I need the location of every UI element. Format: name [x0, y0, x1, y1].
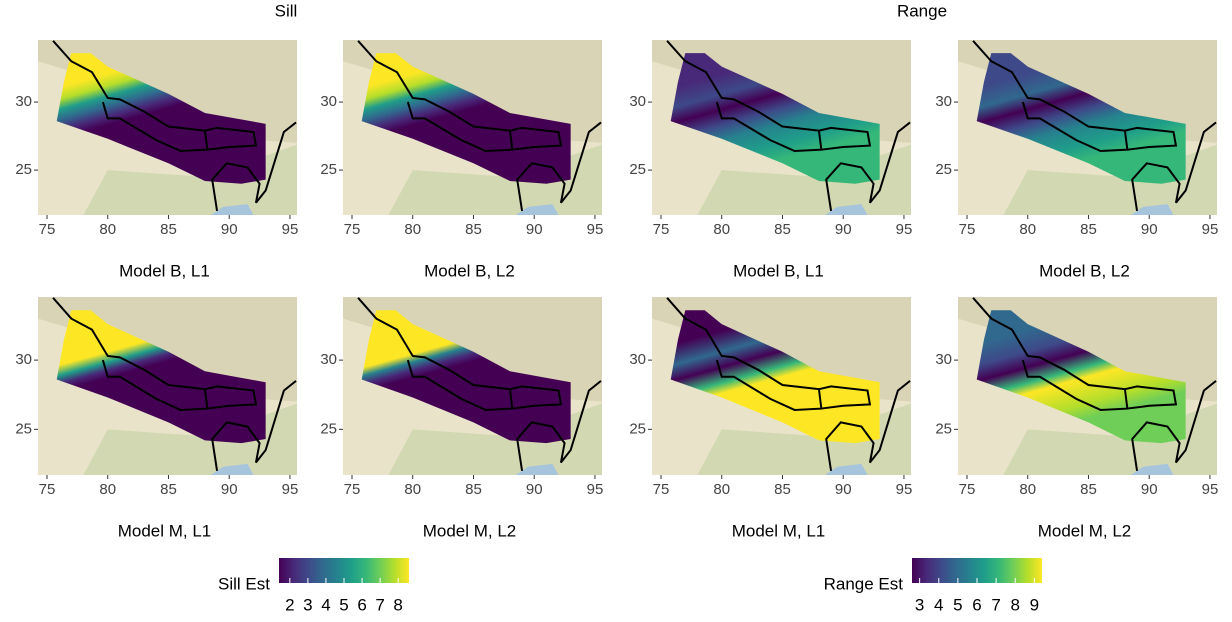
x-tick-label: 85 [1080, 481, 1097, 498]
y-tick-label: 30 [15, 93, 32, 110]
x-tick-label: 80 [713, 481, 730, 498]
y-tick-label: 25 [15, 420, 32, 437]
y-tick-label: 30 [320, 93, 337, 110]
x-tick-label: 80 [713, 221, 730, 238]
x-tick-label: 90 [835, 481, 852, 498]
x-tick-label: 95 [896, 221, 913, 238]
header: Sill [275, 1, 298, 20]
x-tick-label: 95 [1202, 481, 1219, 498]
x-tick-label: 95 [587, 481, 604, 498]
colorbar-tick-label: 8 [393, 595, 402, 614]
x-tick-label: 95 [587, 221, 604, 238]
x-tick-label: 85 [160, 481, 177, 498]
x-tick-label: 85 [774, 481, 791, 498]
x-tick-label: 75 [653, 481, 670, 498]
y-tick-label: 25 [935, 161, 952, 178]
y-tick-label: 30 [629, 93, 646, 110]
x-tick-label: 95 [1202, 221, 1219, 238]
x-tick-label: 90 [1141, 221, 1158, 238]
panel-title: Model M, L1 [732, 521, 826, 540]
colorbar-tick-label: 5 [953, 595, 962, 614]
x-tick-label: 75 [39, 221, 56, 238]
x-tick-label: 75 [959, 481, 976, 498]
panel-title: Model M, L1 [118, 521, 212, 540]
panel-title: Model B, L2 [424, 261, 515, 280]
y-tick-label: 25 [15, 161, 32, 178]
colorbar-tick-label: 5 [339, 595, 348, 614]
map-panel [958, 297, 1222, 475]
y-tick-label: 25 [629, 161, 646, 178]
y-tick-label: 25 [320, 161, 337, 178]
x-tick-label: 90 [221, 221, 238, 238]
map-panel [343, 40, 607, 215]
colorbar-tick-label: 7 [991, 595, 1000, 614]
x-tick-label: 85 [1080, 221, 1097, 238]
colorbar-tick-label: 6 [357, 595, 366, 614]
x-tick-label: 80 [1019, 481, 1036, 498]
x-tick-label: 80 [99, 221, 116, 238]
panel-title: Model M, L2 [423, 521, 517, 540]
colorbar-tick-label: 3 [303, 595, 312, 614]
panel-title: Model B, L2 [1039, 261, 1130, 280]
panel-title: Model B, L1 [733, 261, 824, 280]
x-tick-label: 85 [465, 481, 482, 498]
panel-title: Model M, L2 [1038, 521, 1132, 540]
x-tick-label: 85 [160, 221, 177, 238]
y-tick-label: 25 [320, 420, 337, 437]
x-tick-label: 90 [835, 221, 852, 238]
map-panel [38, 297, 302, 475]
x-tick-label: 95 [282, 221, 299, 238]
map-panel [343, 297, 607, 475]
map-panel [38, 40, 302, 215]
x-tick-label: 95 [896, 481, 913, 498]
panel-title: Model B, L1 [119, 261, 210, 280]
y-tick-label: 30 [15, 351, 32, 368]
x-tick-label: 85 [774, 221, 791, 238]
x-tick-label: 85 [465, 221, 482, 238]
colorbar-tick-label: 3 [915, 595, 924, 614]
y-tick-label: 30 [935, 93, 952, 110]
legend-title: Sill Est [218, 574, 270, 593]
legend-title: Range Est [824, 574, 904, 593]
x-tick-label: 90 [526, 481, 543, 498]
colorbar-tick-label: 2 [285, 595, 294, 614]
x-tick-label: 80 [404, 221, 421, 238]
x-tick-label: 95 [282, 481, 299, 498]
x-tick-label: 75 [39, 481, 56, 498]
x-tick-label: 80 [404, 481, 421, 498]
y-tick-label: 30 [320, 351, 337, 368]
y-tick-label: 25 [935, 420, 952, 437]
figure: Sill Range 75808590952530Model B, L17580… [0, 0, 1232, 617]
y-tick-label: 30 [629, 351, 646, 368]
map-panel [958, 40, 1222, 215]
x-tick-label: 75 [344, 221, 361, 238]
x-tick-label: 75 [344, 481, 361, 498]
y-tick-label: 30 [935, 351, 952, 368]
x-tick-label: 80 [99, 481, 116, 498]
x-tick-label: 90 [221, 481, 238, 498]
y-tick-label: 25 [629, 420, 646, 437]
x-tick-label: 90 [1141, 481, 1158, 498]
x-tick-label: 75 [959, 221, 976, 238]
colorbar-tick-label: 7 [375, 595, 384, 614]
colorbar-tick-label: 4 [934, 595, 943, 614]
colorbar-tick-label: 6 [972, 595, 981, 614]
map-panel [652, 297, 916, 475]
x-tick-label: 90 [526, 221, 543, 238]
map-panel [652, 40, 916, 215]
x-tick-label: 75 [653, 221, 670, 238]
colorbar-tick-label: 8 [1011, 595, 1020, 614]
colorbar-tick-label: 4 [321, 595, 330, 614]
x-tick-label: 80 [1019, 221, 1036, 238]
header: Range [897, 1, 947, 20]
colorbar-tick-label: 9 [1030, 595, 1039, 614]
